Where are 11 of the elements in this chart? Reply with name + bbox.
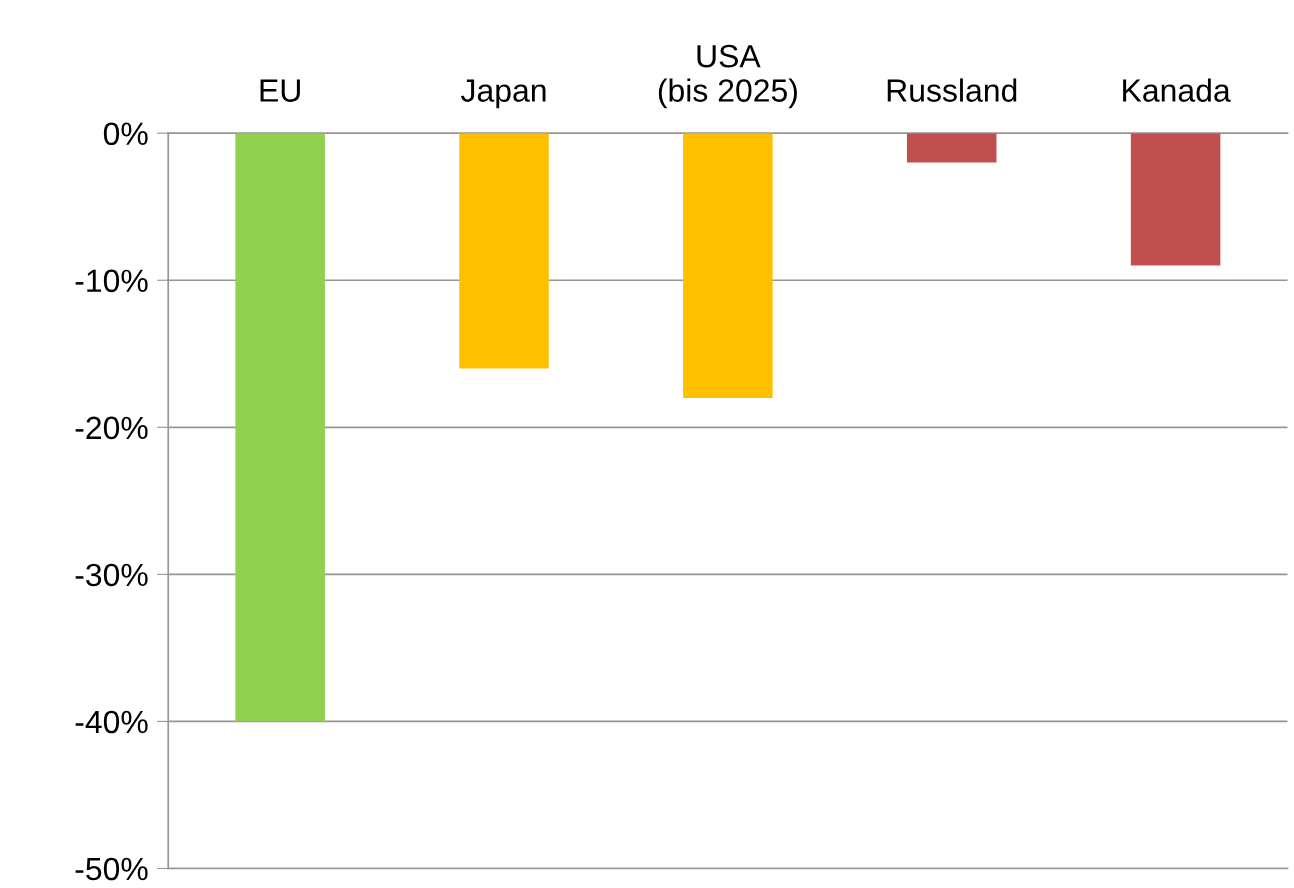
x-tick-label: Russland: [887, 78, 1017, 102]
y-tick-label: 0%: [103, 122, 148, 146]
x-tick-label: Japan: [461, 79, 546, 109]
y-tick-label: -30%: [75, 563, 148, 587]
y-tick-label: -20%: [75, 416, 148, 440]
y-tick-label: -40%: [75, 710, 148, 734]
x-tick-label: USA (bis 2025): [658, 44, 797, 109]
y-tick-label: -10%: [75, 269, 148, 293]
x-tick-label: Kanada: [1123, 78, 1231, 102]
y-tick-label: -50%: [75, 857, 148, 881]
x-tick-label: EU: [260, 79, 300, 102]
